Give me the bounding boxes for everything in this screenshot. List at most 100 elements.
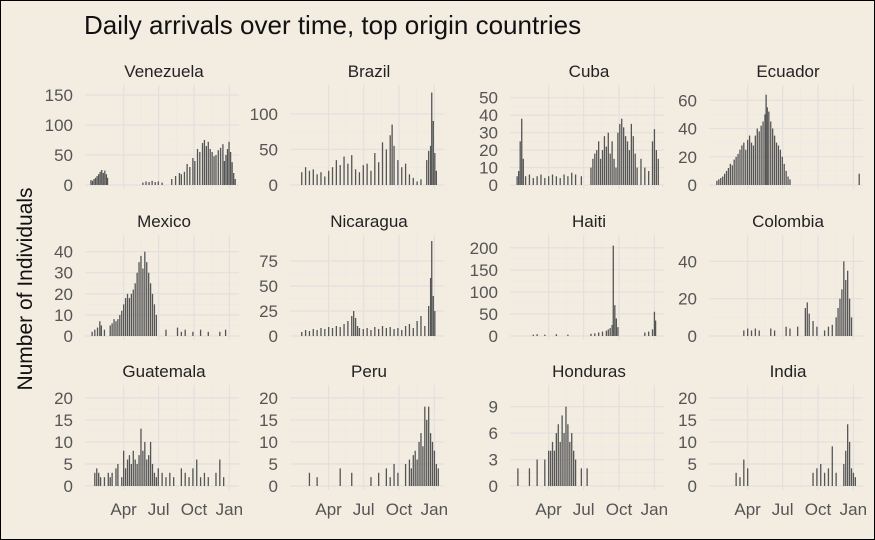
- bar: [389, 135, 391, 185]
- bar: [827, 326, 830, 336]
- bar: [165, 477, 167, 486]
- x-tick-label: Oct: [181, 500, 208, 519]
- x-tick-label: Apr: [110, 500, 137, 519]
- bar: [153, 304, 156, 336]
- bar: [410, 468, 413, 486]
- x-tick-label: Jan: [840, 500, 867, 519]
- bar: [594, 333, 596, 336]
- bar: [215, 472, 217, 486]
- x-tick-label: Oct: [386, 500, 413, 519]
- bar: [827, 468, 830, 486]
- bar: [347, 321, 349, 336]
- x-tick-label: Jan: [421, 500, 448, 519]
- bar: [781, 156, 783, 185]
- y-tick-label: 0: [489, 327, 498, 346]
- y-tick-label: 20: [259, 389, 278, 408]
- bar: [117, 463, 119, 486]
- bar: [426, 160, 428, 185]
- bar: [770, 121, 772, 185]
- bar: [544, 334, 546, 336]
- bar: [432, 296, 434, 336]
- bar: [797, 326, 799, 336]
- bar: [812, 321, 814, 336]
- bar: [762, 121, 764, 185]
- panel-venezuela: 0 50 100 150 Venezuela: [45, 62, 239, 195]
- x-tick-label: Jul: [148, 500, 170, 519]
- bar: [536, 176, 538, 185]
- bar: [414, 450, 416, 486]
- bar: [624, 136, 627, 185]
- bar: [192, 158, 194, 185]
- bar: [752, 145, 755, 185]
- y-tick-label: 200: [470, 239, 498, 258]
- bar: [559, 178, 561, 185]
- bar: [628, 150, 631, 185]
- bar: [630, 123, 633, 185]
- bar: [148, 272, 150, 336]
- bar: [180, 331, 183, 336]
- bar: [94, 472, 96, 486]
- bar: [196, 459, 198, 486]
- bar: [431, 241, 433, 336]
- facet-label-venezuela: Venezuela: [124, 62, 204, 81]
- bar: [835, 317, 837, 336]
- x-tick-label: Oct: [805, 500, 832, 519]
- bar: [393, 463, 395, 486]
- y-tick-label: 30: [54, 264, 73, 283]
- bar: [189, 167, 191, 185]
- y-tick-label: 40: [678, 252, 697, 271]
- bar: [194, 161, 196, 185]
- bar: [571, 172, 573, 185]
- bar: [574, 459, 577, 486]
- bar: [331, 328, 334, 336]
- bar: [174, 176, 177, 185]
- bar: [435, 170, 438, 185]
- bar: [111, 323, 113, 336]
- bar: [105, 174, 108, 185]
- bar: [574, 174, 577, 185]
- bar: [739, 477, 741, 486]
- bar: [128, 298, 131, 336]
- bar: [718, 179, 720, 185]
- y-tick-label: 100: [45, 116, 73, 135]
- facet-label-honduras: Honduras: [552, 362, 626, 381]
- bar: [548, 450, 550, 486]
- bar: [424, 326, 426, 336]
- bar: [517, 468, 519, 486]
- bar: [435, 463, 438, 486]
- bar: [640, 158, 642, 185]
- bar: [103, 477, 106, 486]
- bar: [743, 459, 745, 486]
- bar: [93, 179, 95, 185]
- bar: [324, 176, 326, 185]
- bar: [312, 169, 314, 185]
- panel-peru: 0 5 10 15 20 Peru Apr Jul Oct Jan: [259, 362, 448, 519]
- bar: [203, 140, 206, 185]
- y-tick-label: 100: [250, 105, 278, 124]
- bar: [612, 245, 614, 336]
- bar: [754, 328, 757, 336]
- bar: [104, 170, 106, 185]
- bar: [651, 141, 654, 185]
- bar: [222, 144, 224, 185]
- bar: [835, 472, 837, 486]
- bar: [401, 330, 403, 336]
- bar: [551, 174, 554, 185]
- bar: [217, 150, 219, 185]
- facet-label-peru: Peru: [351, 362, 387, 381]
- bar: [378, 329, 380, 336]
- facet-label-haiti: Haiti: [572, 212, 606, 231]
- bar: [192, 331, 194, 336]
- bar: [157, 181, 159, 185]
- bar: [416, 321, 418, 336]
- y-tick-label: 0: [688, 176, 697, 195]
- bar: [119, 314, 121, 336]
- bar: [745, 149, 747, 185]
- bar: [316, 477, 318, 486]
- bar: [615, 167, 617, 185]
- bar: [847, 424, 849, 486]
- bar: [366, 328, 368, 336]
- bar: [603, 136, 606, 185]
- bar: [615, 318, 618, 336]
